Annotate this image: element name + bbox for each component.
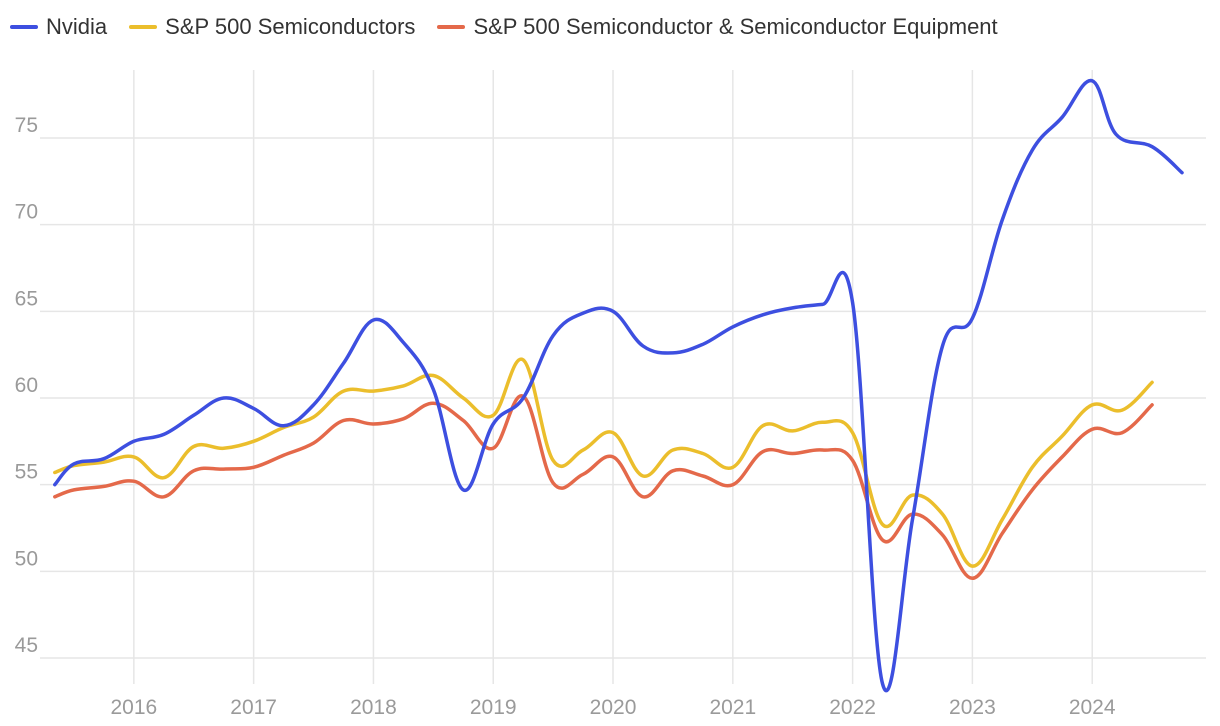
legend-swatch-nvidia (10, 25, 38, 29)
x-tick-label-2023: 2023 (949, 696, 996, 719)
x-tick-label-2019: 2019 (470, 696, 517, 719)
legend-item-sp500-semiconductors[interactable]: S&P 500 Semiconductors (129, 14, 415, 40)
x-axis-tick-labels: 2016 2017 2018 2019 2020 2021 2022 2023 2024 (110, 696, 1115, 719)
series-line-nvidia (53, 79, 1184, 693)
legend-swatch-sp500-semiconductors (129, 25, 158, 29)
x-tick-label-2022: 2022 (829, 696, 876, 719)
x-tick-label-2018: 2018 (350, 696, 397, 719)
legend-label-sp500-semis-equipment: S&P 500 Semiconductor & Semiconductor Eq… (473, 14, 998, 39)
y-tick-label-45: 45 (15, 634, 38, 657)
y-tick-label-60: 60 (15, 374, 38, 397)
x-tick-label-2021: 2021 (709, 696, 756, 719)
y-tick-label-50: 50 (15, 547, 38, 570)
legend-swatch-sp500-semis-equipment (437, 25, 466, 29)
legend-label-nvidia: Nvidia (46, 14, 108, 39)
y-tick-label-65: 65 (15, 287, 38, 310)
legend-item-sp500-semis-equipment[interactable]: S&P 500 Semiconductor & Semiconductor Eq… (437, 14, 998, 40)
y-tick-label-70: 70 (15, 201, 38, 224)
x-tick-label-2020: 2020 (590, 696, 637, 719)
legend-item-nvidia[interactable]: Nvidia (10, 14, 107, 40)
y-tick-label-75: 75 (15, 114, 38, 137)
series-line-sp500-semis-equipment (53, 394, 1154, 581)
y-axis-tick-labels: 45 50 55 60 65 70 75 (15, 114, 38, 657)
legend-label-sp500-semiconductors: S&P 500 Semiconductors (165, 14, 416, 39)
x-tick-label-2024: 2024 (1069, 696, 1116, 719)
series-line-sp500-semiconductors (53, 357, 1154, 568)
y-tick-label-55: 55 (15, 461, 38, 484)
x-tick-label-2017: 2017 (230, 696, 277, 719)
grid-lines (40, 70, 1206, 684)
series-lines (53, 79, 1184, 693)
legend: Nvidia S&P 500 Semiconductors S&P 500 Se… (10, 14, 998, 40)
x-tick-label-2016: 2016 (110, 696, 157, 719)
